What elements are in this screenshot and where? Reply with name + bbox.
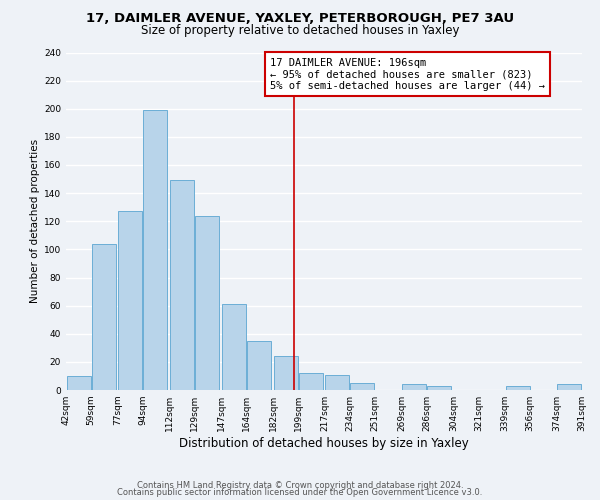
Bar xyxy=(402,384,426,390)
Bar xyxy=(325,374,349,390)
Text: Contains public sector information licensed under the Open Government Licence v3: Contains public sector information licen… xyxy=(118,488,482,497)
Bar xyxy=(67,376,91,390)
X-axis label: Distribution of detached houses by size in Yaxley: Distribution of detached houses by size … xyxy=(179,437,469,450)
Bar xyxy=(118,212,142,390)
Y-axis label: Number of detached properties: Number of detached properties xyxy=(30,139,40,304)
Bar xyxy=(557,384,581,390)
Text: 17, DAIMLER AVENUE, YAXLEY, PETERBOROUGH, PE7 3AU: 17, DAIMLER AVENUE, YAXLEY, PETERBOROUGH… xyxy=(86,12,514,26)
Bar xyxy=(274,356,298,390)
Bar xyxy=(299,373,323,390)
Bar xyxy=(222,304,246,390)
Text: 17 DAIMLER AVENUE: 196sqm
← 95% of detached houses are smaller (823)
5% of semi-: 17 DAIMLER AVENUE: 196sqm ← 95% of detac… xyxy=(270,58,545,91)
Bar xyxy=(350,383,374,390)
Bar xyxy=(247,341,271,390)
Text: Size of property relative to detached houses in Yaxley: Size of property relative to detached ho… xyxy=(141,24,459,37)
Bar xyxy=(143,110,167,390)
Bar xyxy=(506,386,530,390)
Text: Contains HM Land Registry data © Crown copyright and database right 2024.: Contains HM Land Registry data © Crown c… xyxy=(137,480,463,490)
Bar xyxy=(170,180,194,390)
Bar xyxy=(195,216,219,390)
Bar xyxy=(92,244,116,390)
Bar xyxy=(427,386,451,390)
